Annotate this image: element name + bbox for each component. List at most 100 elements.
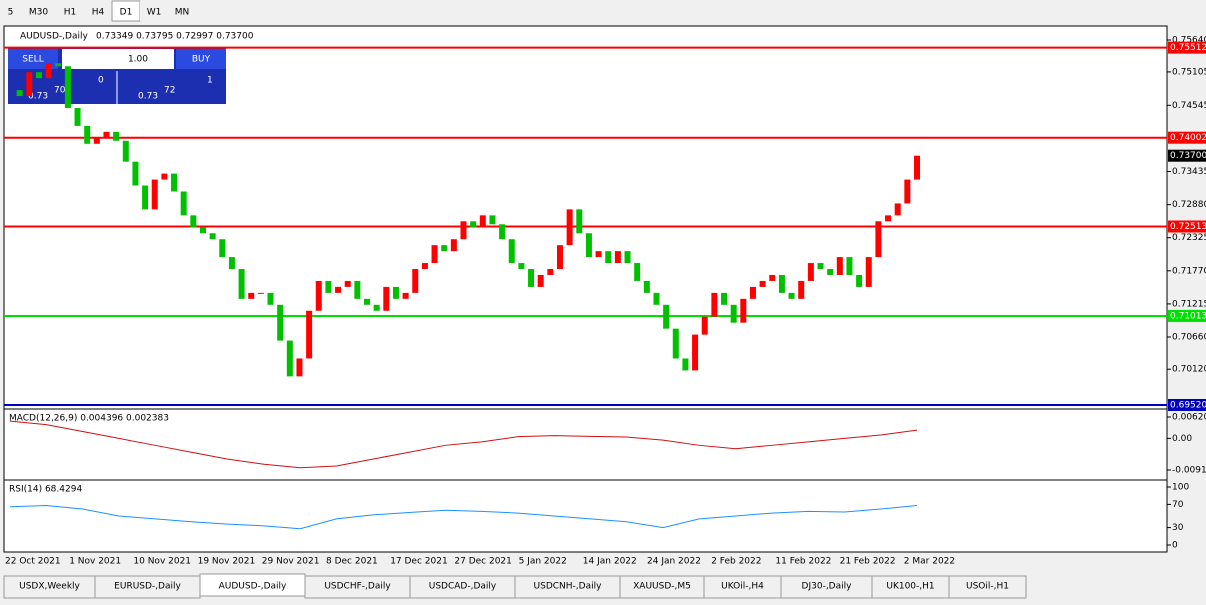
candle-body <box>856 274 863 287</box>
chart-ohlc: 0.73349 0.73795 0.72997 0.73700 <box>96 32 254 42</box>
tab[interactable] <box>948 575 1027 599</box>
candle-body <box>190 215 197 228</box>
candle-body <box>885 215 892 222</box>
tab-label: USDCHF-,Daily <box>324 582 391 592</box>
candle-body <box>711 292 718 317</box>
bid-big: 0.73 <box>28 92 48 102</box>
signal-line <box>9 420 918 469</box>
candle-body <box>16 90 23 97</box>
current-price-box <box>1168 149 1206 162</box>
candle-body <box>103 131 110 138</box>
candle-body <box>740 298 747 323</box>
x-label: 22 Oct 2021 <box>5 557 61 567</box>
candle-body <box>296 358 303 377</box>
y-tick-label: 0.73435 <box>1172 167 1206 177</box>
candle-body <box>257 292 264 294</box>
timeframe-label: MN <box>175 8 190 18</box>
candle-body <box>904 179 911 204</box>
y-tick-label: 0.71770 <box>1172 266 1206 276</box>
candle-body <box>335 286 342 293</box>
candle-body <box>74 107 81 126</box>
level-box <box>1168 220 1206 233</box>
tab-label: USOil-,H1 <box>966 582 1009 592</box>
y-tick-label: 0.74545 <box>1172 101 1206 111</box>
x-label: 5 Jan 2022 <box>519 557 567 567</box>
tab-label: EURUSD-,Daily <box>114 582 181 592</box>
y-tick-label: 0.75105 <box>1172 67 1206 77</box>
y-tick-label: 0.72880 <box>1172 200 1206 210</box>
rsi-label: RSI(14) 68.4294 <box>9 485 82 495</box>
timeframe-button[interactable] <box>140 1 168 21</box>
y-tick-label: 30 <box>1172 523 1184 533</box>
x-label: 2 Mar 2022 <box>904 557 955 567</box>
volume-input[interactable] <box>62 49 174 69</box>
timeframe-button[interactable] <box>168 1 196 21</box>
candle-body <box>315 280 322 311</box>
bid-frac: 0 <box>98 76 104 86</box>
timeframe-button[interactable] <box>0 1 21 21</box>
x-label: 8 Dec 2021 <box>326 557 378 567</box>
candle-body <box>180 191 187 216</box>
buy-button[interactable] <box>176 49 226 69</box>
candle-body <box>556 245 563 270</box>
candle-body <box>701 316 708 335</box>
candle-body <box>585 233 592 258</box>
y-tick-label: 0.71215 <box>1172 299 1206 309</box>
tab-label: USDCNH-,Daily <box>534 582 603 592</box>
candle-body <box>450 239 457 252</box>
candle-body <box>26 72 33 97</box>
candle-body <box>827 269 834 275</box>
candle-body <box>653 292 660 305</box>
y-tick-label: 0.70660 <box>1172 333 1206 343</box>
y-tick-label: 0.75640 <box>1172 36 1206 46</box>
candle-body <box>306 310 313 359</box>
candle-body <box>402 292 409 299</box>
candle-body <box>508 239 515 264</box>
chart-area <box>3 25 1168 553</box>
timeframe-label: 5 <box>8 8 14 18</box>
sell-button[interactable] <box>8 49 58 69</box>
candle-body <box>267 292 274 305</box>
x-label: 19 Nov 2021 <box>198 557 256 567</box>
timeframe-label: H1 <box>64 8 77 18</box>
candle-body <box>325 280 332 293</box>
ask-pips: 72 <box>164 86 175 96</box>
candle-body <box>778 274 785 293</box>
timeframe-label: M30 <box>29 8 48 18</box>
candle-body <box>682 358 689 371</box>
candle-body <box>518 263 525 270</box>
candle-body <box>537 274 544 287</box>
candle-body <box>199 227 206 234</box>
candle-body <box>412 269 419 293</box>
x-label: 29 Nov 2021 <box>262 557 320 567</box>
candle-body <box>373 304 380 311</box>
candle-body <box>55 63 62 67</box>
x-label: 17 Dec 2021 <box>390 557 448 567</box>
candle-body <box>499 224 506 240</box>
timeframe-button[interactable] <box>21 1 56 21</box>
timeframe-button[interactable] <box>84 1 112 21</box>
y-tick-label: 0.72325 <box>1172 233 1206 243</box>
timeframe-label: W1 <box>147 8 162 18</box>
y-tick-label: 100 <box>1172 483 1189 493</box>
candle-body <box>84 125 91 144</box>
candle-body <box>238 269 245 299</box>
candle-body <box>479 215 486 228</box>
timeframe-button[interactable] <box>56 1 84 21</box>
candle-body <box>595 251 602 258</box>
candle-body <box>807 263 814 281</box>
candle-body <box>672 328 679 359</box>
candle-body <box>614 251 621 264</box>
candle-body <box>171 173 178 192</box>
candle-body <box>692 334 699 371</box>
x-label: 11 Feb 2022 <box>775 557 831 567</box>
y-tick-label: 0.00620 <box>1172 413 1206 423</box>
tab-label: UK100-,H1 <box>886 582 934 592</box>
timeframe-label: H4 <box>92 8 105 18</box>
candle-body <box>566 209 573 246</box>
candle-body <box>836 257 843 275</box>
ask-frac: 1 <box>207 76 213 86</box>
level-box <box>1168 309 1206 322</box>
candle-body <box>248 292 255 299</box>
